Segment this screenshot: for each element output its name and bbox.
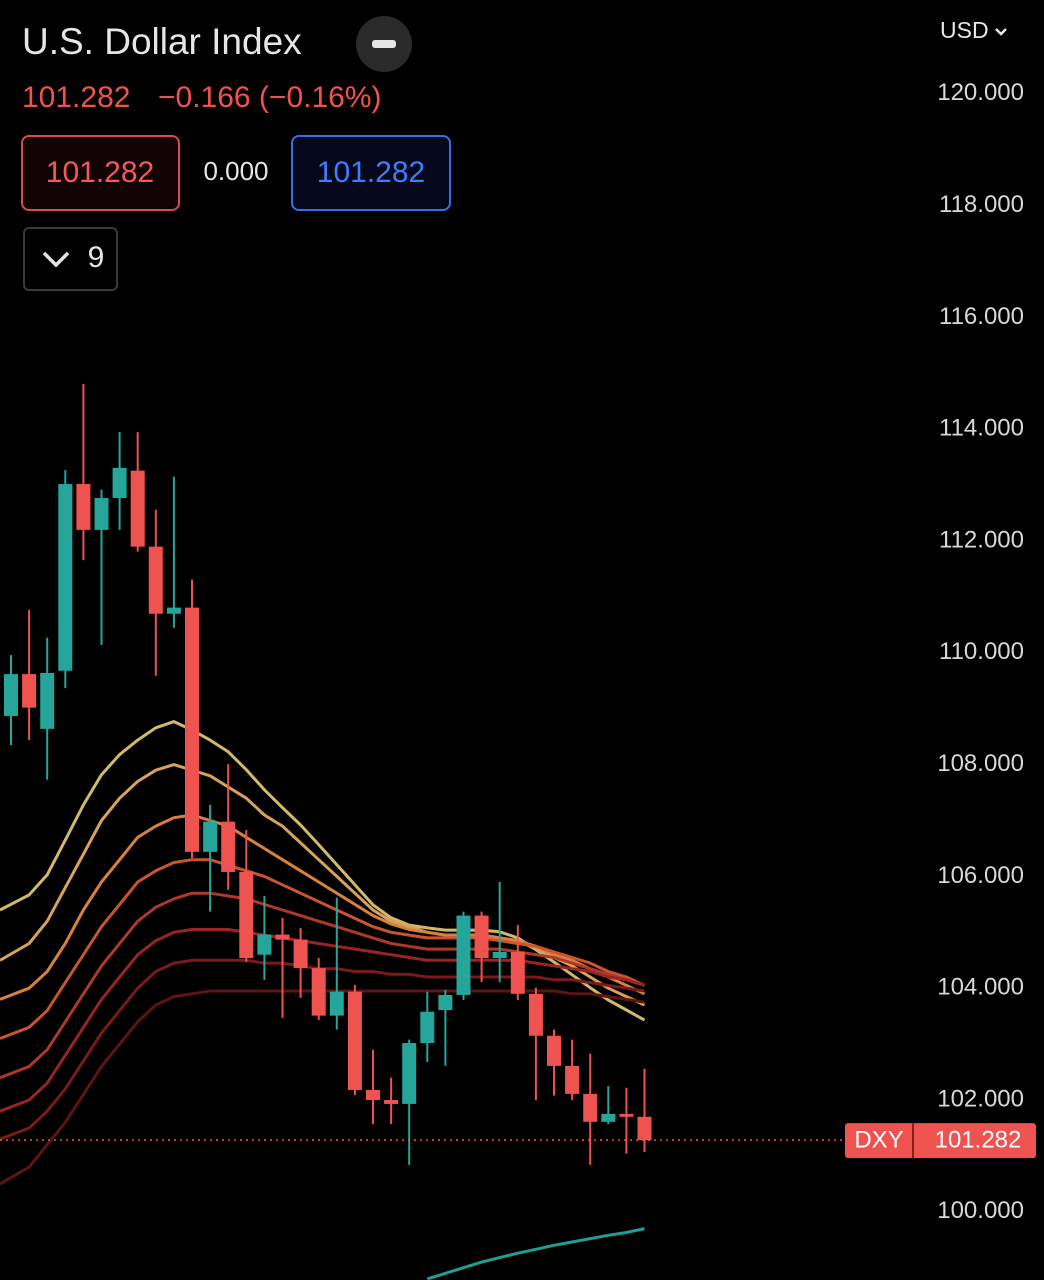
candle-body <box>547 1035 561 1066</box>
buy-button[interactable] <box>291 135 451 211</box>
candle-body <box>329 991 344 1016</box>
candle-body <box>22 674 37 708</box>
sell-button[interactable] <box>21 135 180 211</box>
indicators-button[interactable] <box>23 227 118 291</box>
price-change: −0.166 (−0.16%) <box>158 81 382 114</box>
candle-body <box>311 968 326 1016</box>
y-tick-label: 118.000 <box>939 191 1024 218</box>
y-tick-label: 100.000 <box>937 1197 1024 1224</box>
currency-chevron <box>995 28 1007 36</box>
indicator-count: 9 <box>88 241 105 274</box>
y-tick-label: 102.000 <box>937 1085 1024 1112</box>
candle-body <box>456 915 471 995</box>
candle-body <box>239 871 254 959</box>
collapse-icon <box>372 40 396 48</box>
candle-body <box>438 994 453 1011</box>
y-tick-label: 106.000 <box>937 862 1024 889</box>
candle-body <box>402 1043 417 1104</box>
sell-price: 101.282 <box>46 156 154 189</box>
candle-body <box>257 934 272 955</box>
ma-line <box>0 958 645 1141</box>
candle-body <box>384 1100 399 1104</box>
y-tick-label: 110.000 <box>939 638 1024 665</box>
candle-body <box>565 1065 580 1094</box>
candle-body <box>528 993 543 1036</box>
y-tick-label: 114.000 <box>939 415 1024 442</box>
ma-line <box>0 928 645 1113</box>
candle-body <box>76 484 91 530</box>
candle-body <box>347 991 362 1090</box>
candle-body <box>492 951 507 959</box>
candle-body <box>40 672 55 729</box>
candle-body <box>637 1116 652 1141</box>
chart-title: U.S. Dollar Index <box>22 21 302 62</box>
candle-body <box>510 951 525 994</box>
candle-body <box>4 674 18 717</box>
ma-line <box>0 858 646 1040</box>
spread: 0.000 <box>203 156 268 186</box>
candle-body <box>474 915 489 959</box>
y-tick-label: 104.000 <box>937 974 1024 1001</box>
y-tick-label: 108.000 <box>937 750 1024 777</box>
ma-line <box>0 989 645 1186</box>
candle-body <box>185 607 199 852</box>
plot-area <box>0 384 845 1280</box>
candle-body <box>619 1113 634 1117</box>
currency-selector[interactable]: USD <box>940 17 989 43</box>
badge-symbol: DXY <box>854 1126 903 1153</box>
buy-price: 101.282 <box>317 156 425 189</box>
candle-body <box>601 1113 616 1122</box>
candle-body <box>166 607 181 614</box>
candle-body <box>58 484 73 671</box>
y-tick-label: 120.000 <box>937 79 1024 106</box>
candle-body <box>293 939 308 969</box>
candle-body <box>148 546 163 614</box>
candle-body <box>130 470 145 547</box>
y-tick-label: 116.000 <box>939 303 1024 330</box>
candle-body <box>203 821 218 852</box>
candle-body <box>583 1093 598 1122</box>
last-price: 101.282 <box>22 81 130 114</box>
candle-body <box>366 1089 380 1101</box>
ma-line <box>426 1227 645 1280</box>
candle-body <box>420 1011 435 1044</box>
badge-price: 101.282 <box>935 1126 1022 1153</box>
candle-body <box>94 498 109 530</box>
candle-body <box>275 934 290 940</box>
ma-line <box>0 763 646 1007</box>
candle-body <box>221 821 236 872</box>
y-tick-label: 112.000 <box>939 526 1024 553</box>
price-badge <box>845 1123 1036 1159</box>
candle-body <box>112 467 127 499</box>
ma-line <box>0 891 645 1080</box>
chevron-icon <box>42 251 70 268</box>
